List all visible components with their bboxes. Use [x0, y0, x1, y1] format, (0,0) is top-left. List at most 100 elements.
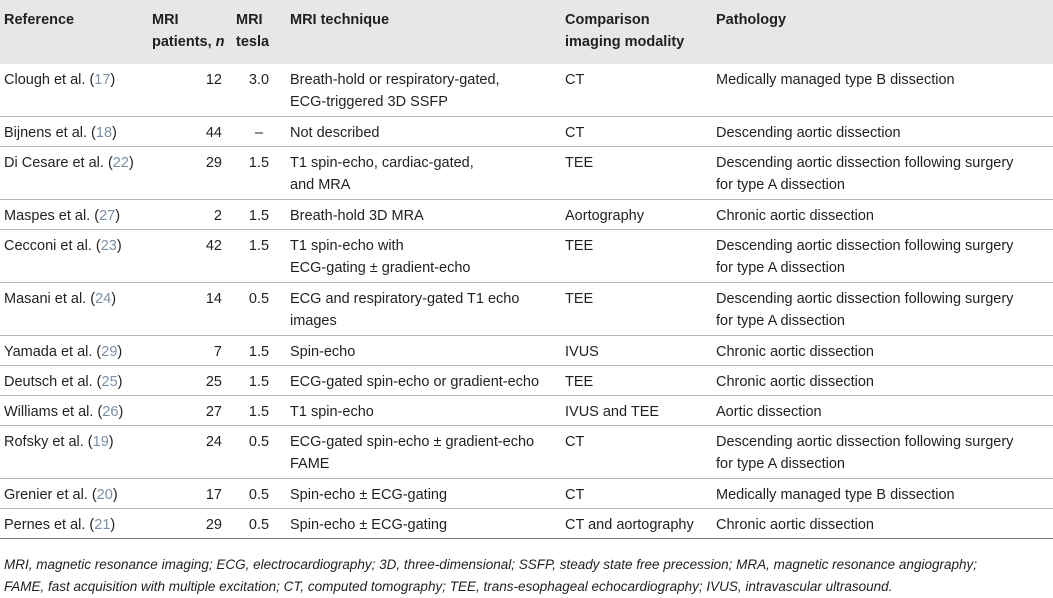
table-row: Bijnens et al. (18) 44 – Not described CT Des… [0, 117, 1053, 147]
citation-link[interactable]: 23 [100, 238, 117, 254]
cell-reference: Pernes et al. (21) [4, 517, 116, 533]
table-body: Clough et al. (17) 12 3.0 Breath-hold or re… [0, 64, 1053, 539]
table-header: Reference MRI patients, n MRI tesla MRI … [0, 0, 1053, 64]
table-row: Di Cesare et al. (22) 29 1.5 T1 spin-echo, … [0, 147, 1053, 200]
header-patients: MRI patients, n [152, 12, 225, 50]
cell-technique: Breath-hold or respiratory-gated, ECG-tri… [290, 72, 500, 110]
cell-pathology: Descending aortic dissection following s… [716, 238, 1014, 276]
table-container: Reference MRI patients, n MRI tesla MRI … [0, 0, 1053, 539]
table-row: Rofsky et al. (19) 24 0.5 ECG-gated spin-ec… [0, 426, 1053, 479]
table-row: Grenier et al. (20) 17 0.5 Spin-echo ± ECG-… [0, 479, 1053, 509]
cell-comparison: TEE [565, 155, 594, 171]
cell-tesla: 0.5 [248, 487, 270, 503]
cell-technique: Not described [290, 125, 380, 141]
cell-technique: Spin-echo ± ECG-gating [290, 487, 448, 503]
cell-tesla: 1.5 [248, 238, 270, 254]
table-row: Williams et al. (26) 27 1.5 T1 spin-echo IVU… [0, 396, 1053, 426]
cell-technique: ECG-gated spin-echo or gradient-echo [290, 374, 540, 390]
cell-pathology: Descending aortic dissection following s… [716, 155, 1014, 193]
cell-technique: Spin-echo [290, 344, 356, 360]
cell-tesla: 1.5 [248, 374, 270, 390]
cell-patients: 25 [205, 374, 222, 390]
cell-technique: T1 spin-echo with ECG-gating ± gradient-e… [290, 238, 471, 276]
cell-tesla: – [254, 125, 264, 141]
citation-link[interactable]: 26 [102, 404, 119, 420]
header-row: Reference MRI patients, n MRI tesla MRI … [0, 0, 1053, 64]
mri-comparison-table: Reference MRI patients, n MRI tesla MRI … [0, 0, 1053, 539]
cell-comparison: TEE [565, 238, 594, 254]
citation-link[interactable]: 21 [94, 517, 111, 533]
cell-pathology: Chronic aortic dissection [716, 208, 874, 224]
cell-comparison: CT and aortography [565, 517, 694, 533]
cell-technique: ECG-gated spin-echo ± gradient-echo FAME [290, 434, 535, 472]
cell-pathology: Chronic aortic dissection [716, 374, 874, 390]
cell-reference: Maspes et al. (27) [4, 208, 121, 224]
citation-link[interactable]: 19 [92, 434, 109, 450]
cell-comparison: CT [565, 125, 585, 141]
cell-comparison: IVUS [565, 344, 599, 360]
citation-link[interactable]: 27 [99, 208, 116, 224]
cell-patients: 2 [213, 208, 222, 224]
citation-link[interactable]: 22 [112, 155, 129, 171]
cell-reference: Williams et al. (26) [4, 404, 124, 420]
cell-technique: T1 spin-echo, cardiac-gated, and MRA [290, 155, 474, 193]
cell-comparison: Aortography [565, 208, 644, 224]
cell-pathology: Descending aortic dissection following s… [716, 291, 1014, 329]
cell-reference: Yamada et al. (29) [4, 344, 123, 360]
cell-patients: 24 [205, 434, 222, 450]
cell-tesla: 0.5 [248, 517, 270, 533]
citation-link[interactable]: 20 [96, 487, 113, 503]
cell-technique: Breath-hold 3D MRA [290, 208, 424, 224]
cell-pathology: Medically managed type B dissection [716, 72, 955, 88]
header-comparison: Comparison imaging modality [565, 12, 685, 50]
cell-reference: Rofsky et al. (19) [4, 434, 114, 450]
cell-patients: 29 [205, 155, 222, 171]
table-row: Deutsch et al. (25) 25 1.5 ECG-gated spin-e… [0, 366, 1053, 396]
cell-comparison: TEE [565, 374, 594, 390]
citation-link[interactable]: 25 [101, 374, 118, 390]
cell-pathology: Medically managed type B dissection [716, 487, 955, 503]
cell-technique: T1 spin-echo [290, 404, 374, 420]
cell-tesla: 0.5 [248, 291, 270, 307]
table-row: Cecconi et al. (23) 42 1.5 T1 spin-echo wit… [0, 230, 1053, 283]
header-tesla: MRI tesla [236, 12, 270, 50]
cell-pathology: Descending aortic dissection [716, 125, 901, 141]
cell-reference: Bijnens et al. (18) [4, 125, 117, 141]
table-row: Maspes et al. (27) 2 1.5 Breath-hold 3D MRA… [0, 200, 1053, 230]
cell-patients: 7 [213, 344, 222, 360]
cell-comparison: CT [565, 487, 585, 503]
cell-tesla: 0.5 [248, 434, 270, 450]
citation-link[interactable]: 24 [95, 291, 112, 307]
cell-pathology: Chronic aortic dissection [716, 344, 874, 360]
table-footnote: MRI, magnetic resonance imaging; ECG, el… [4, 554, 1049, 598]
cell-technique: ECG and respiratory-gated T1 echo images [290, 291, 520, 329]
footnote-line-2: FAME, fast acquisition with multiple exc… [4, 579, 893, 594]
cell-reference: Di Cesare et al. (22) [4, 155, 134, 171]
cell-patients: 42 [205, 238, 222, 254]
table-row: Masani et al. (24) 14 0.5 ECG and respirato… [0, 283, 1053, 336]
footnote-line-1: MRI, magnetic resonance imaging; ECG, el… [4, 557, 977, 572]
header-reference: Reference [4, 12, 75, 28]
cell-reference: Masani et al. (24) [4, 291, 117, 307]
cell-reference: Cecconi et al. (23) [4, 238, 122, 254]
header-pathology: Pathology [716, 12, 787, 28]
cell-patients: 17 [205, 487, 222, 503]
cell-tesla: 1.5 [248, 155, 270, 171]
table-row: Yamada et al. (29) 7 1.5 Spin-echo IVUS Chron… [0, 336, 1053, 366]
header-technique: MRI technique [290, 12, 390, 28]
cell-tesla: 1.5 [248, 344, 270, 360]
cell-reference: Clough et al. (17) [4, 72, 116, 88]
cell-comparison: IVUS and TEE [565, 404, 660, 420]
cell-pathology: Chronic aortic dissection [716, 517, 874, 533]
table-row: Clough et al. (17) 12 3.0 Breath-hold or re… [0, 64, 1053, 117]
cell-pathology: Aortic dissection [716, 404, 822, 420]
citation-link[interactable]: 17 [94, 72, 111, 88]
cell-comparison: CT [565, 72, 585, 88]
cell-comparison: CT [565, 434, 585, 450]
cell-technique: Spin-echo ± ECG-gating [290, 517, 448, 533]
cell-tesla: 1.5 [248, 404, 270, 420]
cell-patients: 44 [205, 125, 222, 141]
cell-patients: 14 [205, 291, 222, 307]
citation-link[interactable]: 29 [101, 344, 118, 360]
citation-link[interactable]: 18 [95, 125, 113, 141]
